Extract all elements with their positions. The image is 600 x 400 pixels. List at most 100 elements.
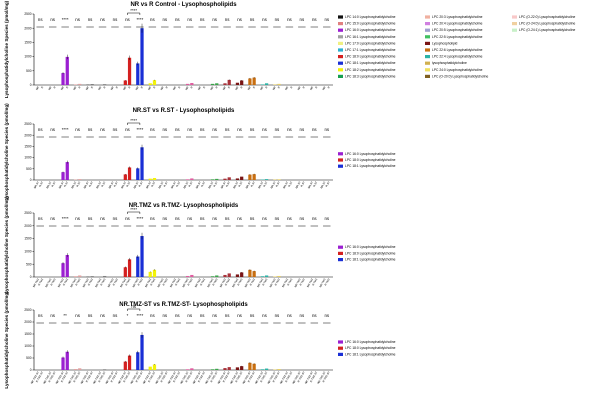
y-tick-label: 2000 [24, 133, 31, 137]
bar [277, 275, 281, 277]
significance-label: ns [113, 313, 118, 318]
significance-label: ns [50, 127, 55, 132]
bar [227, 177, 231, 180]
significance-label: ns [287, 127, 292, 132]
bar [65, 351, 69, 370]
bar [252, 174, 256, 180]
x-tick-label: NR.TMZ-ST [291, 370, 302, 384]
x-tick-label: R.ST [200, 180, 207, 187]
significance-label: * [127, 313, 129, 318]
x-tick-label: R.TMZ-ST [147, 370, 157, 383]
x-tick-label: NR.ST [170, 180, 178, 189]
significance-label: ns [262, 17, 267, 22]
legend-label: LPC 15:0 Lysophosphatidylcholine [345, 22, 396, 26]
significance-label: ns [262, 216, 267, 221]
x-tick-label: NR.ST [107, 180, 115, 189]
legend-label: LPC 22:6 Lysophosphatidylcholine [432, 48, 483, 52]
bar [61, 357, 65, 370]
bracket-label: **** [130, 8, 137, 13]
x-tick-label: NR.ST [157, 180, 165, 189]
legend-label: LPC 18:0 Lysophosphatidylcholine [345, 55, 396, 59]
x-tick-label: R.TMZ [74, 277, 82, 286]
significance-label: ns [250, 313, 255, 318]
x-tick-label: NR.ST [307, 180, 315, 189]
bar [152, 177, 157, 180]
x-tick-label: R [102, 85, 106, 89]
legend-label: LPC 18:1 Lysophosphatidylcholine [345, 352, 396, 356]
legend-label: LPC (O-22:0) Lysophosphatidylcholine [519, 15, 575, 19]
x-tick-label: R [314, 85, 318, 89]
legend-label: LPC 16:0 Lysophosphatidylcholine [345, 340, 396, 344]
significance-label: ns [175, 313, 180, 318]
significance-label: ns [187, 313, 192, 318]
bar [240, 366, 244, 370]
bar [248, 269, 252, 277]
legend-label: LPC (O-24:0) Lysophosphatidylcholine [519, 22, 575, 26]
x-tick-label: NR.TMZ-ST [92, 370, 103, 384]
x-tick-label: R.ST [100, 180, 107, 187]
significance-label: ns [162, 17, 167, 22]
legend-label: LPC (O-20:0) Lysophosphatidylcholine [432, 74, 488, 78]
x-tick-label: R.TMZ [323, 277, 331, 286]
significance-label: ns [212, 17, 217, 22]
bar [260, 84, 264, 85]
x-tick-label: R.TMZ [149, 277, 157, 286]
bar [264, 368, 269, 370]
x-tick-label: R.ST [237, 180, 244, 187]
significance-label: ns [50, 216, 55, 221]
x-tick-label: R.TMZ [87, 277, 95, 286]
legend-label: Lysophospholipid [432, 41, 458, 45]
x-tick-label: NR.TMZ [144, 277, 153, 288]
x-tick-label: R [289, 85, 293, 89]
legend-label: LPC 18:1 Lysophosphatidylcholine [345, 61, 396, 65]
x-tick-label: R.TMZ-ST [184, 370, 194, 383]
y-tick-label: 2500 [24, 308, 31, 312]
legend-label: LPC 16:0 Lysophosphatidylcholine [345, 245, 396, 249]
bar [215, 83, 219, 85]
bar [65, 254, 69, 277]
x-tick-label: R.TMZ [249, 277, 257, 286]
x-tick-label: NR [296, 85, 301, 90]
bracket [127, 211, 141, 214]
x-tick-label: NR.ST [45, 180, 53, 189]
bar [123, 80, 127, 85]
bar [73, 369, 78, 370]
significance-label: ns [212, 313, 217, 318]
x-tick-label: R.TMZ-ST [85, 370, 95, 383]
x-tick-label: R [90, 85, 94, 89]
significance-label: ns [275, 313, 280, 318]
bar [277, 83, 281, 85]
x-tick-label: R [65, 85, 69, 89]
x-tick-label: R.TMZ-ST [309, 370, 319, 383]
legend-swatch [338, 74, 343, 78]
significance-label: ns [150, 127, 155, 132]
y-tick-label: 0 [30, 178, 32, 182]
x-tick-label: NR.ST [132, 180, 140, 189]
x-tick-label: NR [60, 85, 65, 90]
x-tick-label: R.ST [250, 180, 257, 187]
x-tick-label: R [301, 85, 305, 89]
significance-label: ns [300, 313, 305, 318]
x-tick-label: R [115, 85, 119, 89]
x-tick-label: R [202, 85, 206, 89]
x-tick-label: R.TMZ-ST [159, 370, 169, 383]
x-tick-label: R [326, 85, 330, 89]
legend-swatch [425, 48, 430, 52]
x-tick-label: R [264, 85, 268, 89]
bar [127, 167, 132, 180]
significance-label: ns [324, 216, 329, 221]
significance-label: ns [187, 17, 192, 22]
bar [227, 273, 231, 277]
x-tick-label: NR.TMZ [243, 277, 252, 288]
bar [65, 162, 69, 180]
x-tick-label: NR.TMZ [231, 277, 240, 288]
x-tick-label: NR.TMZ-ST [204, 370, 215, 384]
significance-label: ns [275, 17, 280, 22]
x-tick-label: NR.ST [33, 180, 41, 189]
legend-label: LPC 18:0 Lysophosphatidylcholine [345, 251, 396, 255]
significance-label: ns [125, 216, 130, 221]
bar [215, 178, 219, 180]
legend-label: LPC 18:2 Lysophosphatidylcholine [345, 68, 396, 72]
bar [240, 272, 244, 277]
significance-label: ns [300, 216, 305, 221]
